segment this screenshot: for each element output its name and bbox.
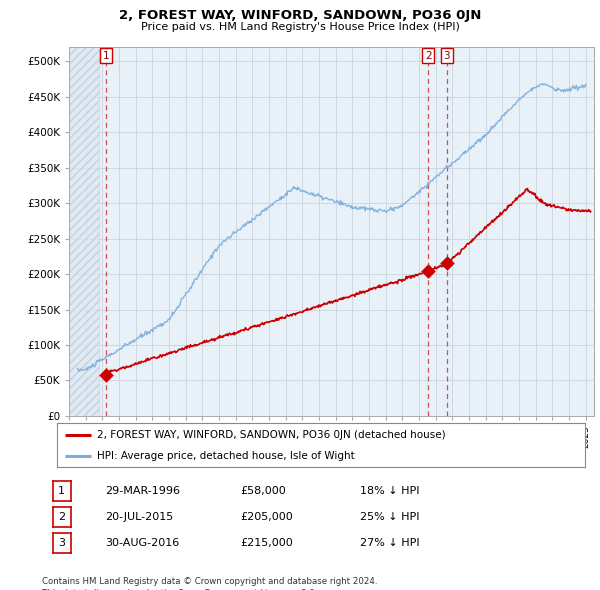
- Text: 1: 1: [58, 486, 65, 496]
- Text: 3: 3: [443, 51, 450, 61]
- Text: 20-JUL-2015: 20-JUL-2015: [105, 512, 173, 522]
- Point: [442, 259, 451, 268]
- Point: [424, 266, 433, 276]
- Text: 2, FOREST WAY, WINFORD, SANDOWN, PO36 0JN: 2, FOREST WAY, WINFORD, SANDOWN, PO36 0J…: [119, 9, 481, 22]
- Text: Price paid vs. HM Land Registry's House Price Index (HPI): Price paid vs. HM Land Registry's House …: [140, 22, 460, 32]
- Text: HPI: Average price, detached house, Isle of Wight: HPI: Average price, detached house, Isle…: [97, 451, 355, 461]
- Text: 3: 3: [58, 538, 65, 548]
- Text: 18% ↓ HPI: 18% ↓ HPI: [360, 486, 419, 496]
- Point: [101, 370, 111, 379]
- Text: £58,000: £58,000: [240, 486, 286, 496]
- Text: 25% ↓ HPI: 25% ↓ HPI: [360, 512, 419, 522]
- Text: 2: 2: [58, 512, 65, 522]
- Text: 2, FOREST WAY, WINFORD, SANDOWN, PO36 0JN (detached house): 2, FOREST WAY, WINFORD, SANDOWN, PO36 0J…: [97, 431, 445, 440]
- Text: £215,000: £215,000: [240, 538, 293, 548]
- Text: £205,000: £205,000: [240, 512, 293, 522]
- Text: 29-MAR-1996: 29-MAR-1996: [105, 486, 180, 496]
- Text: Contains HM Land Registry data © Crown copyright and database right 2024.
This d: Contains HM Land Registry data © Crown c…: [42, 577, 377, 590]
- Text: 27% ↓ HPI: 27% ↓ HPI: [360, 538, 419, 548]
- Text: 2: 2: [425, 51, 431, 61]
- Bar: [69, 47, 99, 416]
- Text: 1: 1: [103, 51, 109, 61]
- Text: 30-AUG-2016: 30-AUG-2016: [105, 538, 179, 548]
